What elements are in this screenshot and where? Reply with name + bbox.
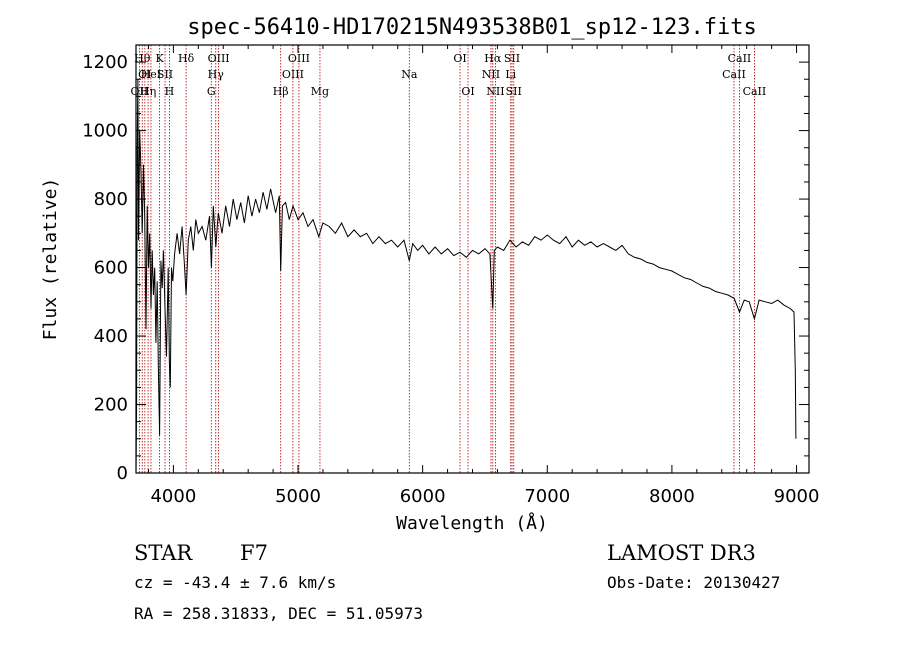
- line-label: Mg: [311, 85, 329, 98]
- x-tick-label: 8000: [649, 486, 695, 507]
- line-label: K: [155, 52, 164, 65]
- x-tick-label: 7000: [524, 486, 570, 507]
- x-axis-label: Wavelength (Å): [396, 512, 548, 534]
- y-tick-label: 400: [94, 326, 128, 347]
- line-label: CaII: [743, 85, 767, 98]
- radec-text: RA = 258.31833, DEC = 51.05973: [134, 604, 423, 623]
- y-axis-label: Flux (relative): [40, 178, 61, 341]
- y-tick-label: 200: [94, 395, 128, 416]
- line-label: H: [165, 85, 175, 98]
- line-label: OII: [131, 85, 149, 98]
- line-label: Hβ: [273, 85, 289, 98]
- line-label: Hδ: [178, 52, 195, 65]
- x-tick-label: 9000: [774, 486, 820, 507]
- line-label: Hα: [484, 52, 502, 65]
- survey-name: LAMOST DR3: [607, 541, 756, 565]
- line-label: OIII: [288, 52, 310, 65]
- line-label: SII: [506, 85, 522, 98]
- line-label: Hγ: [208, 68, 225, 81]
- plot-area: [135, 79, 797, 474]
- chart-title: spec-56410-HD170215N493538B01_sp12-123.f…: [187, 15, 757, 40]
- y-tick-label: 800: [94, 189, 128, 210]
- plot-frame: [135, 44, 810, 474]
- line-label: Li: [505, 68, 516, 81]
- line-label: OIII: [208, 52, 230, 65]
- line-label: SII: [504, 52, 520, 65]
- line-label: NII: [486, 85, 504, 98]
- emission-line-markers: OIIHθOIHηHeIKSIIHHδGHγOIIIHβOIIIOIIIMgNa…: [131, 45, 767, 473]
- obs-date-text: Obs-Date: 20130427: [607, 573, 780, 592]
- line-label: Na: [401, 68, 418, 81]
- redshift-text: cz = -43.4 ± 7.6 km/s: [134, 573, 336, 592]
- line-label: Hη: [140, 85, 156, 98]
- object-subclass: F7: [240, 541, 268, 565]
- line-label: G: [207, 85, 216, 98]
- y-tick-label: 600: [94, 258, 128, 279]
- line-label: SII: [157, 68, 173, 81]
- y-tick-label: 0: [117, 463, 128, 484]
- line-label: OI: [138, 68, 151, 81]
- line-label: CaII: [722, 68, 746, 81]
- line-label: OI: [453, 52, 466, 65]
- line-label: NII: [482, 68, 500, 81]
- spectrum-line: [135, 79, 797, 474]
- x-tick-label: 4000: [150, 486, 196, 507]
- line-label: HeI: [141, 68, 161, 81]
- object-class: STAR: [134, 541, 193, 565]
- line-label: CaII: [728, 52, 752, 65]
- line-label: OIII: [282, 68, 304, 81]
- line-label: OI: [461, 85, 474, 98]
- y-tick-label: 1200: [82, 52, 128, 73]
- x-tick-label: 6000: [400, 486, 446, 507]
- x-tick-label: 5000: [275, 486, 321, 507]
- y-tick-label: 1000: [82, 121, 128, 142]
- axis-ticks: 4000 5000 6000 7000 8000 9000 0 200 400 600 800 100…: [82, 45, 819, 507]
